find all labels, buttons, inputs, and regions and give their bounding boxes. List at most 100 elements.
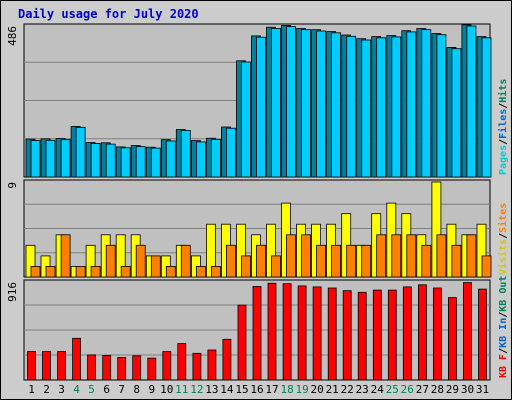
hits-files-pages-bar-pages [301,29,312,178]
hits-files-pages-bar-pages [346,35,357,178]
legend-entry: Visits [497,239,509,275]
legend-entry: KB F [498,354,509,378]
visits-sites-bar-visits [25,244,36,278]
x-tick-label: 3 [58,383,65,396]
kbytes-bar-kb-f [267,282,277,381]
x-tick-label: 10 [160,383,173,396]
kbytes-bar-kb-f [327,287,337,381]
hits-files-pages-bar-pages [466,25,477,178]
x-tick-label: 1 [28,383,35,396]
visits-sites-bar-visits [205,223,216,278]
visits-sites-ymax-label: 9 [6,182,19,189]
x-tick-label: 7 [118,383,125,396]
visits-sites-bar-sites [346,244,357,278]
visits-sites-bar-sites [301,234,312,278]
kbytes-bar-kb-f [147,357,157,381]
hits-files-pages-bar-pages [286,26,296,178]
hits-files-pages-bar-pages [316,30,327,178]
hits-files-pages-bar-pages [210,138,221,178]
kbytes-bar-kb-f [102,354,112,381]
visits-sites-bar-sites [180,244,191,278]
visits-sites-bar-sites [406,234,417,278]
visits-sites-bar-sites [391,234,402,278]
visits-sites-bar-sites [286,234,296,278]
x-tick-label: 14 [220,383,234,396]
hits-files-pages-bar-pages [195,141,206,178]
kbytes-bar-kb-f [387,289,397,381]
hits-files-pages-bar-pages [391,36,402,178]
x-tick-label: 22 [341,383,354,396]
visits-sites-bar-visits [266,223,276,278]
hits-files-pages-bar-pages [45,139,56,178]
hits-files-pages-bar-pages [165,140,176,178]
chart-title: Daily usage for July 2020 [18,7,199,21]
visits-sites-bar-sites [195,265,206,278]
visits-sites-legend: Visits/Sites [497,203,509,275]
kbytes-bar-kb-f [132,355,142,381]
hits-files-pages-bar-pages [105,143,116,178]
x-tick-label: 8 [133,383,140,396]
visits-sites-bar-sites [271,255,281,278]
visits-sites-bar-visits [85,244,96,278]
visits-sites-bar-sites [30,265,41,278]
visits-sites-bar-sites [331,244,342,278]
visits-sites-bar-sites [210,265,221,278]
x-tick-label: 13 [205,383,218,396]
hits-files-pages-bar-pages [421,29,432,178]
x-tick-label: 24 [371,383,385,396]
x-tick-label: 12 [190,383,203,396]
hits-files-pages-bar-pages [90,142,101,178]
legend-entry: Pages [498,145,509,175]
legend-entry: / [498,348,509,354]
hits-files-pages-bar-pages [361,39,372,178]
visits-sites-bar-sites [256,244,266,278]
hits-files-pages-bar-pages [271,28,281,178]
visits-sites-bar-sites [225,244,236,278]
kbytes-bar-kb-f [478,288,487,381]
hits-files-pages-bar-pages [75,126,86,178]
hits-files-pages-bar-pages [241,61,251,178]
kbytes-bar-kb-f [222,338,232,381]
legend-entry: Hits [497,79,509,103]
x-tick-label: 19 [295,383,308,396]
kbytes-bar-kb-f [417,284,427,381]
x-tick-label: 17 [265,383,278,396]
hits-files-pages-legend: Pages/Files/Hits [497,79,509,175]
x-tick-label: 25 [386,383,399,396]
kbytes-bar-kb-f [357,291,367,381]
hits-files-pages-bar-pages [406,31,417,178]
visits-sites-bar-sites [241,255,251,278]
x-tick-label: 18 [280,383,293,396]
kbytes-bar-kb-f [372,289,382,381]
kbytes-bar-kb-f [432,287,442,381]
kbytes-bar-kb-f [342,290,352,381]
x-tick-label: 27 [416,383,429,396]
x-tick-label: 26 [401,383,414,396]
visits-sites-bar-sites [376,234,387,278]
legend-entry: / [498,312,509,318]
x-tick-label: 29 [446,383,459,396]
hits-files-pages-bar-pages [481,37,492,178]
kbytes-bar-kb-f [162,351,172,381]
visits-sites-bar-sites [451,244,462,278]
hits-files-pages-bar-pages [180,129,191,178]
kbytes-bar-kb-f [463,282,472,381]
x-tick-label: 16 [250,383,263,396]
x-tick-label: 2 [43,383,50,396]
x-tick-label: 5 [88,383,95,396]
visits-sites-bar-sites [165,265,176,278]
visits-sites-bar-sites [120,265,131,278]
kbytes-bar-kb-f [42,351,51,381]
kbytes-bar-kb-f [312,286,322,381]
visits-sites-bar-visits [431,181,442,278]
x-tick-label: 30 [461,383,474,396]
kbytes-bar-kb-f [192,352,202,381]
kbytes-bar-kb-f [72,337,81,381]
visits-sites-bar-sites [481,255,492,278]
visits-sites-bar-sites [75,265,86,278]
visits-sites-bar-sites [421,244,432,278]
x-tick-label: 15 [235,383,248,396]
legend-entry: KB Out [498,276,509,312]
